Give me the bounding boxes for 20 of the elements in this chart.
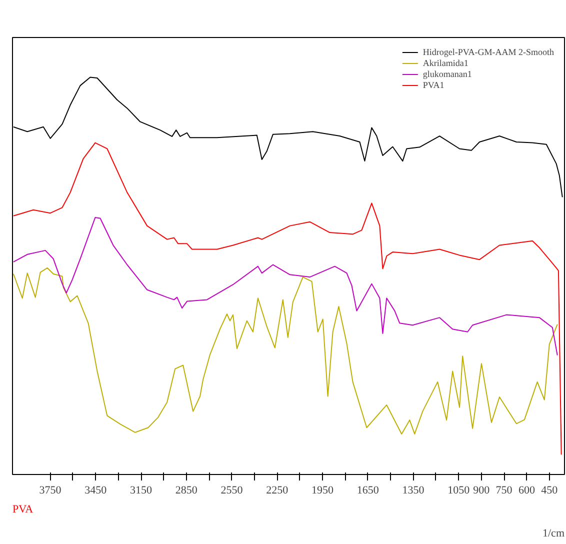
x-tick-label: 450 [541, 484, 558, 496]
x-tick-label: 1650 [356, 484, 380, 496]
x-tick-label: 2250 [266, 484, 289, 496]
x-tick-label: 2550 [220, 484, 244, 496]
legend-label: glukomanan1 [422, 69, 472, 79]
legend-label: Akrilamida1 [422, 58, 468, 68]
x-tick-label: 600 [518, 484, 536, 496]
text: PVA [12, 504, 34, 516]
x-tick-label: 1350 [402, 484, 425, 496]
legend-label: Hidrogel-PVA-GM-AAM 2-Smooth [422, 47, 554, 57]
x-tick-label: 3450 [84, 484, 108, 496]
x-axis-title: 1/cm [542, 528, 565, 540]
x-tick-label: 3150 [130, 484, 153, 496]
x-tick-label: 1950 [312, 484, 334, 496]
x-tick-label: 1050 [448, 484, 470, 496]
x-tick-label: 3750 [39, 484, 62, 496]
legend-label: PVA1 [422, 80, 444, 90]
x-tick-label: 750 [496, 484, 513, 496]
x-tick-label: 2850 [175, 484, 198, 496]
x-tick-label: 900 [473, 484, 490, 496]
